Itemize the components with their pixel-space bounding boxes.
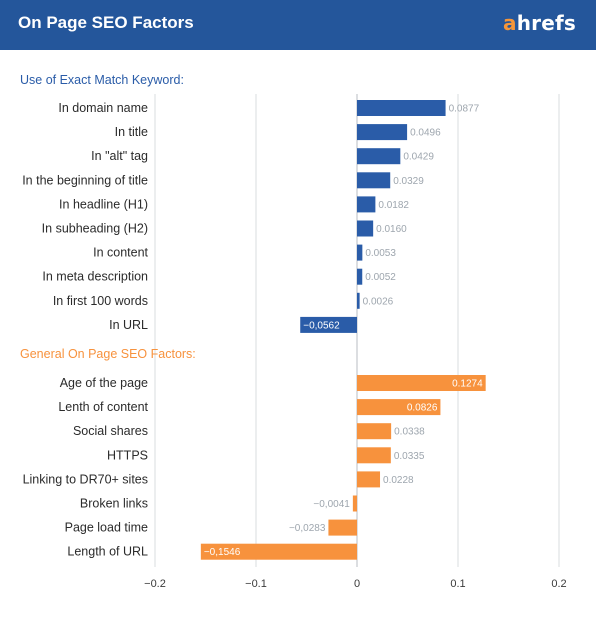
x-tick-label: −0.2 — [144, 578, 166, 590]
category-label: Social shares — [73, 424, 148, 438]
category-label: HTTPS — [107, 448, 148, 462]
category-label: In URL — [109, 318, 148, 332]
data-label: −0,1546 — [204, 547, 241, 558]
ahrefs-logo: ahrefs — [503, 11, 576, 35]
data-label: 0.0429 — [403, 152, 434, 163]
x-tick-label: −0.1 — [245, 578, 267, 590]
data-label: 0.0826 — [407, 403, 438, 414]
bar — [357, 399, 441, 416]
bar — [357, 220, 374, 237]
bar — [357, 172, 391, 189]
bar — [357, 292, 360, 309]
page-title: On Page SEO Factors — [18, 13, 194, 32]
bar — [328, 519, 357, 536]
bar — [200, 543, 357, 560]
bar — [357, 423, 392, 440]
category-label: In subheading (H2) — [42, 222, 148, 236]
data-label: 0.0052 — [365, 272, 396, 283]
bar — [357, 268, 363, 285]
category-label: In title — [115, 125, 148, 139]
data-label: 0.0329 — [393, 176, 424, 187]
bar — [357, 124, 408, 141]
category-label: Lenth of content — [58, 400, 148, 414]
header-bar: On Page SEO Factors ahrefs — [0, 0, 596, 50]
category-label: In headline (H1) — [59, 197, 148, 211]
logo-text: hrefs — [516, 11, 576, 35]
category-label: Length of URL — [67, 545, 148, 559]
data-label: 0.0160 — [376, 224, 407, 235]
group-heading: General On Page SEO Factors: — [20, 347, 196, 361]
data-label: 0.1274 — [452, 379, 483, 390]
x-tick-label: 0.2 — [551, 578, 566, 590]
category-label: In content — [93, 246, 148, 260]
category-label: Page load time — [65, 521, 148, 535]
group-heading: Use of Exact Match Keyword: — [20, 73, 184, 87]
bar — [357, 375, 486, 391]
data-label: 0.0496 — [410, 128, 441, 139]
category-label: In domain name — [58, 101, 148, 115]
bar — [300, 316, 357, 333]
data-label: 0.0228 — [383, 475, 414, 486]
bar — [357, 471, 381, 488]
data-label: 0.0877 — [449, 104, 480, 115]
x-tick-label: 0.1 — [450, 578, 465, 590]
category-label: Age of the page — [60, 376, 148, 390]
data-label: 0.0338 — [394, 427, 425, 438]
bar — [357, 244, 363, 261]
category-label: In first 100 words — [53, 294, 148, 308]
category-label: In meta description — [42, 270, 148, 284]
data-label: −0,0562 — [303, 320, 340, 331]
category-label: In the beginning of title — [22, 173, 148, 187]
data-label: 0.0335 — [394, 451, 425, 462]
x-tick-label: 0 — [354, 578, 360, 590]
category-label: In "alt" tag — [91, 149, 148, 163]
bar — [357, 447, 391, 464]
data-label: 0.0026 — [363, 296, 394, 307]
bar — [357, 148, 401, 165]
data-label: −0,0283 — [289, 523, 326, 534]
data-label: −0,0041 — [313, 499, 350, 510]
data-label: 0.0053 — [365, 248, 396, 259]
data-label: 0.0182 — [378, 200, 409, 211]
category-label: Linking to DR70+ sites — [23, 472, 148, 486]
bar — [352, 495, 357, 512]
logo-letter-a: a — [503, 11, 517, 35]
bar — [357, 196, 376, 213]
category-label: Broken links — [80, 497, 148, 511]
bar — [357, 100, 446, 116]
